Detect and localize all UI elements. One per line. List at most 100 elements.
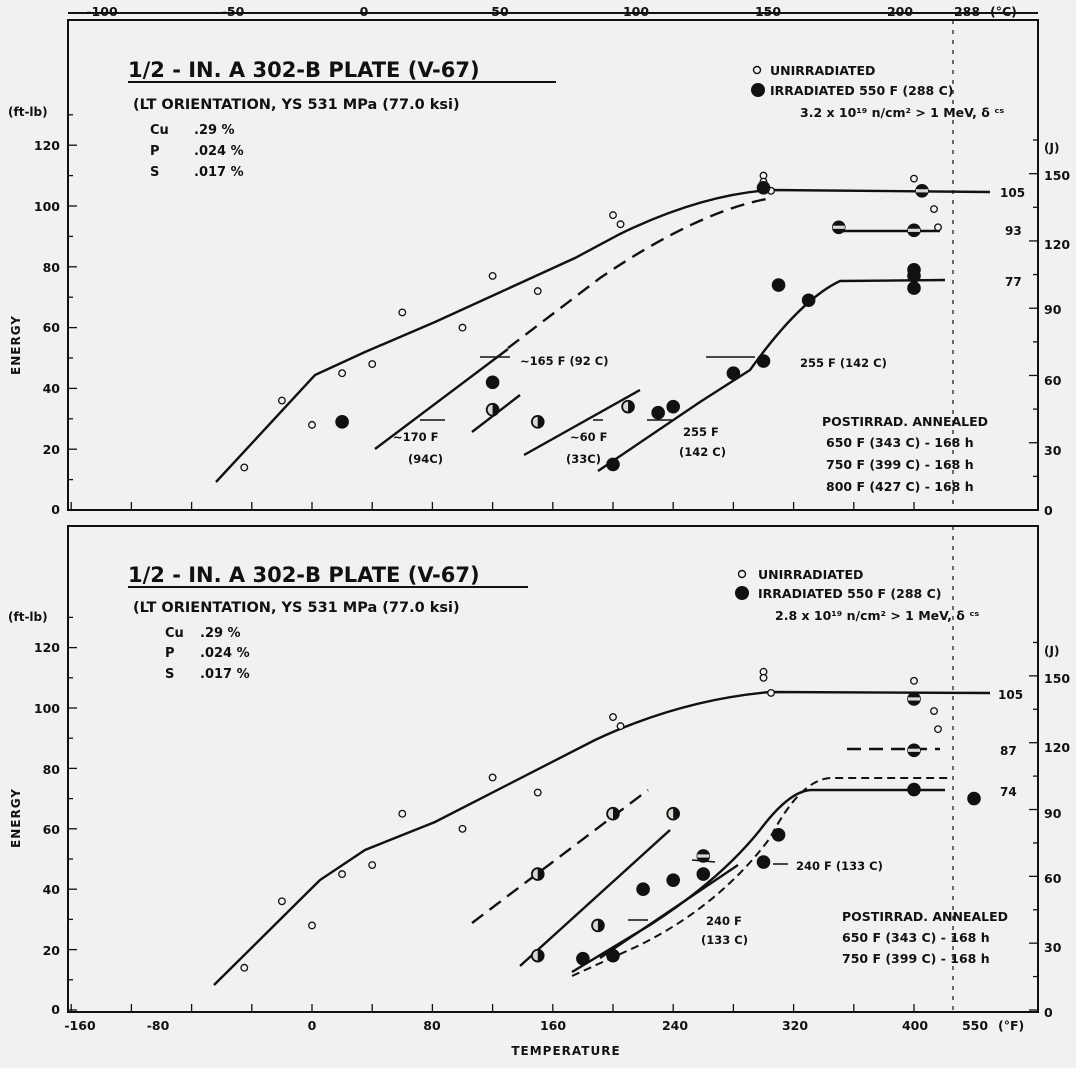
curves xyxy=(215,188,991,483)
banded-circle-marker xyxy=(907,743,921,758)
chart-title: 1/2 - IN. A 302-B PLATE (V-67) xyxy=(128,58,480,82)
open-circle-marker xyxy=(934,725,942,734)
top-tick-label: 200 xyxy=(887,4,913,19)
chem-value: .024 % xyxy=(194,144,244,159)
bottom-tick-label: 400 xyxy=(902,1018,928,1033)
marker-band xyxy=(908,748,920,752)
left-tick-label: 100 xyxy=(34,701,60,716)
filled-circle-marker xyxy=(576,951,590,966)
chem-value: .29 % xyxy=(200,626,241,641)
right-tick-label: 120 xyxy=(1044,740,1070,755)
series-filled-circle xyxy=(335,180,921,472)
filled-circle-marker xyxy=(696,867,711,881)
left-tick-label: 60 xyxy=(43,822,61,837)
bottom-tick-label: 550 xyxy=(962,1018,988,1033)
left-tick-label: 20 xyxy=(43,943,61,958)
right-tick-label: 150 xyxy=(1044,671,1070,686)
filled-circle-marker xyxy=(485,375,500,390)
shift-label: 240 F (133 C) xyxy=(796,859,883,873)
top-unit-label: (°C) xyxy=(990,4,1017,19)
series-open-circle xyxy=(240,667,942,972)
chem-value: .017 % xyxy=(200,667,250,682)
right-tick-label: 0 xyxy=(1044,1005,1053,1020)
bottom-unit-label: (°F) xyxy=(998,1018,1024,1033)
left-tick-label: 40 xyxy=(43,381,61,396)
right-joule-axis: 0 30 60 90 120 150 xyxy=(1044,168,1070,518)
y-axis-label: ENERGY xyxy=(9,788,23,848)
open-circle-marker xyxy=(910,676,918,685)
filled-circle-marker xyxy=(751,83,765,97)
banded-circle-marker xyxy=(696,849,711,863)
filled-circle-marker xyxy=(651,405,665,420)
bottom-tick-label: -80 xyxy=(147,1018,170,1033)
annealed-item: 650 F (343 C) - 168 h xyxy=(842,930,990,945)
top-tick-label: 100 xyxy=(623,4,649,19)
open-circle-marker xyxy=(338,369,347,378)
legend-irradiated: IRRADIATED 550 F (288 C) xyxy=(758,586,941,601)
right-tick-label: 90 xyxy=(1044,806,1062,821)
marker-half xyxy=(608,808,613,819)
series-open-circle xyxy=(240,171,942,472)
chem-element: P xyxy=(150,144,160,159)
left-tick-label: 80 xyxy=(43,762,61,777)
series-banded-circle xyxy=(696,692,921,863)
right-tick-label: 60 xyxy=(1044,871,1062,886)
chem-value: .29 % xyxy=(194,123,235,138)
left-tick-label: 120 xyxy=(34,138,60,153)
filled-circle-marker xyxy=(907,281,921,295)
shift-label: 255 F (142 C) xyxy=(800,356,887,370)
annealed-item: 650 F (343 C) - 168 h xyxy=(826,435,974,450)
open-circle-marker xyxy=(533,287,542,296)
shelf-label: 74 xyxy=(1000,785,1017,799)
bottom-tick-label: 240 xyxy=(662,1018,688,1033)
filled-circle-marker xyxy=(756,354,771,368)
shift-annotations: ~165 F (92 C) 255 F (142 C) ~170 F (94C)… xyxy=(393,354,887,466)
left-tick-label: 0 xyxy=(51,1002,60,1017)
chem-element: Cu xyxy=(150,123,169,138)
left-tick-label: 0 xyxy=(51,502,60,517)
bottom-fahrenheit-axis: -160 -80 0 80 160 240 320 400 550 (°F) T… xyxy=(64,1018,1024,1058)
bottom-tick-label: -160 xyxy=(64,1018,96,1033)
left-tick-label: 60 xyxy=(43,320,61,335)
open-circle-marker xyxy=(398,308,407,317)
filled-circle-marker xyxy=(907,269,921,283)
shelf-label: 77 xyxy=(1005,275,1022,289)
right-tick-label: 30 xyxy=(1044,443,1062,458)
shift-label: (33C) xyxy=(566,452,601,466)
open-circle-marker xyxy=(759,673,768,682)
annealed-650-line xyxy=(374,348,509,450)
top-tick-label: 288 xyxy=(954,4,980,19)
half-circle-marker xyxy=(485,402,500,417)
legend: UNIRRADIATED IRRADIATED 550 F (288 C) 3.… xyxy=(751,63,1004,120)
y-axis-label: ENERGY xyxy=(9,315,23,375)
open-circle-marker xyxy=(277,396,286,405)
filled-circle-marker xyxy=(771,828,786,842)
annealed-heading: POSTIRRAD. ANNEALED xyxy=(822,414,988,429)
panel-bottom: 1/2 - IN. A 302-B PLATE (V-67) (LT ORIEN… xyxy=(8,525,1070,1020)
legend-unirradiated: UNIRRADIATED xyxy=(770,63,875,78)
marker-half xyxy=(668,808,674,819)
chem-value: .017 % xyxy=(194,165,244,180)
half-circle-marker xyxy=(530,948,545,963)
data-points xyxy=(68,616,1038,1012)
chem-element: S xyxy=(150,165,159,180)
chem-element: Cu xyxy=(165,626,184,641)
irradiated-mean-curve xyxy=(507,196,773,349)
legend: UNIRRADIATED IRRADIATED 550 F (288 C) 2.… xyxy=(735,567,979,623)
filled-circle-marker xyxy=(666,873,680,887)
banded-circle-marker xyxy=(907,223,921,238)
shift-label: (142 C) xyxy=(679,445,726,459)
unirradiated-curve xyxy=(213,690,991,986)
shift-label: (94C) xyxy=(408,452,443,466)
annealed-item: 750 F (399 C) - 168 h xyxy=(826,457,974,472)
right-tick-label: 30 xyxy=(1044,940,1062,955)
left-energy-axis: 0 20 40 60 80 100 120 xyxy=(34,640,60,1017)
marker-half xyxy=(532,869,538,880)
open-circle-marker xyxy=(609,211,617,220)
filled-circle-marker xyxy=(735,586,749,600)
half-circle-marker xyxy=(530,867,545,881)
panel-top: 1/2 - IN. A 302-B PLATE (V-67) (LT ORIEN… xyxy=(8,19,1070,518)
open-circle-marker xyxy=(767,688,775,697)
open-circle-marker xyxy=(533,788,542,797)
